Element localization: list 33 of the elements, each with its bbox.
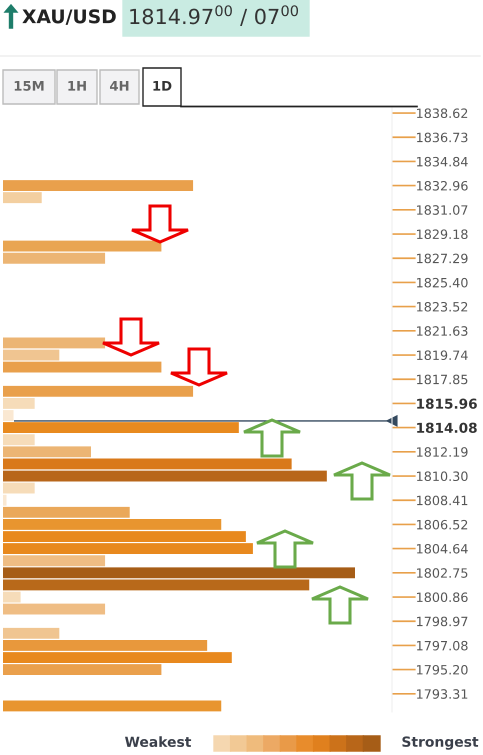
text: 4H (110, 81, 128, 91)
y-tick-label: 1834.84 (417, 156, 468, 167)
text: 1H (68, 81, 86, 91)
y-tick-label: 1832.96 (417, 180, 468, 191)
text: 15M (14, 81, 44, 91)
text: Weakest (125, 736, 192, 748)
y-tick-label: 1806.52 (417, 520, 468, 530)
text: Strongest (402, 736, 478, 750)
y-tick-label: 1808.41 (417, 496, 468, 506)
y-tick-label: 1797.08 (417, 640, 468, 651)
y-tick-label: 1827.29 (417, 254, 468, 264)
y-tick-label: 1831.07 (417, 205, 468, 215)
y-tick-label: 1836.73 (417, 132, 468, 142)
y-tick-label: 1823.52 (417, 302, 468, 312)
y-tick-label: 1800.86 (417, 592, 468, 602)
y-tick-label: 1795.20 (417, 664, 468, 675)
y-tick-label: 1812.19 (417, 447, 468, 457)
y-tick-label: 1793.31 (417, 689, 468, 699)
y-tick-label: 1825.40 (417, 278, 468, 288)
y-tick-label: 1819.74 (417, 350, 468, 360)
text: 1D (153, 81, 172, 91)
y-tick-label: 1829.18 (417, 229, 468, 240)
y-tick-label: 1814.08 (417, 422, 477, 433)
y-tick-label: 1838.62 (417, 108, 468, 118)
y-tick-label: 1802.75 (417, 568, 468, 578)
y-tick-label: 1804.64 (417, 544, 468, 554)
y-tick-label: 1817.85 (417, 374, 468, 384)
chart-title: XAU/USD (22, 9, 116, 25)
y-tick-label: 1798.97 (417, 616, 468, 626)
y-tick-label: 1821.63 (417, 326, 468, 336)
y-tick-label: 1815.96 (417, 398, 477, 409)
y-tick-label: 1810.30 (417, 471, 468, 482)
chart-subtitle: 1814.97$^{00}$ / 07$^{00}$ (130, 5, 298, 26)
